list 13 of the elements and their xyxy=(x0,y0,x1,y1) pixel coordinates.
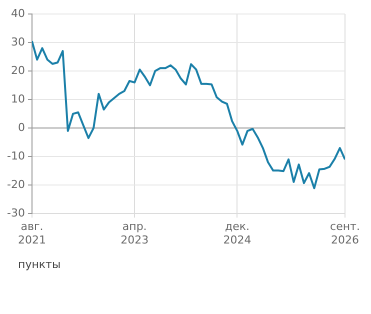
x-tick-label: сент. 2026 xyxy=(330,220,360,246)
y-tick-label: 10 xyxy=(10,92,25,106)
y-tick-label: -30 xyxy=(7,206,25,220)
y-tick-label: -20 xyxy=(7,178,25,191)
y-tick-label: 40 xyxy=(10,6,25,20)
x-tick-label: апр. 2023 xyxy=(120,220,149,246)
y-tick-label: 20 xyxy=(10,64,25,77)
y-axis-title: пункты xyxy=(18,258,61,271)
y-tick-label: 0 xyxy=(18,120,25,134)
x-tick-label: авг. 2021 xyxy=(18,220,46,246)
x-tick-label: дек. 2024 xyxy=(223,220,252,246)
y-tick-label: 30 xyxy=(10,35,25,48)
y-tick-label: -10 xyxy=(7,149,25,162)
